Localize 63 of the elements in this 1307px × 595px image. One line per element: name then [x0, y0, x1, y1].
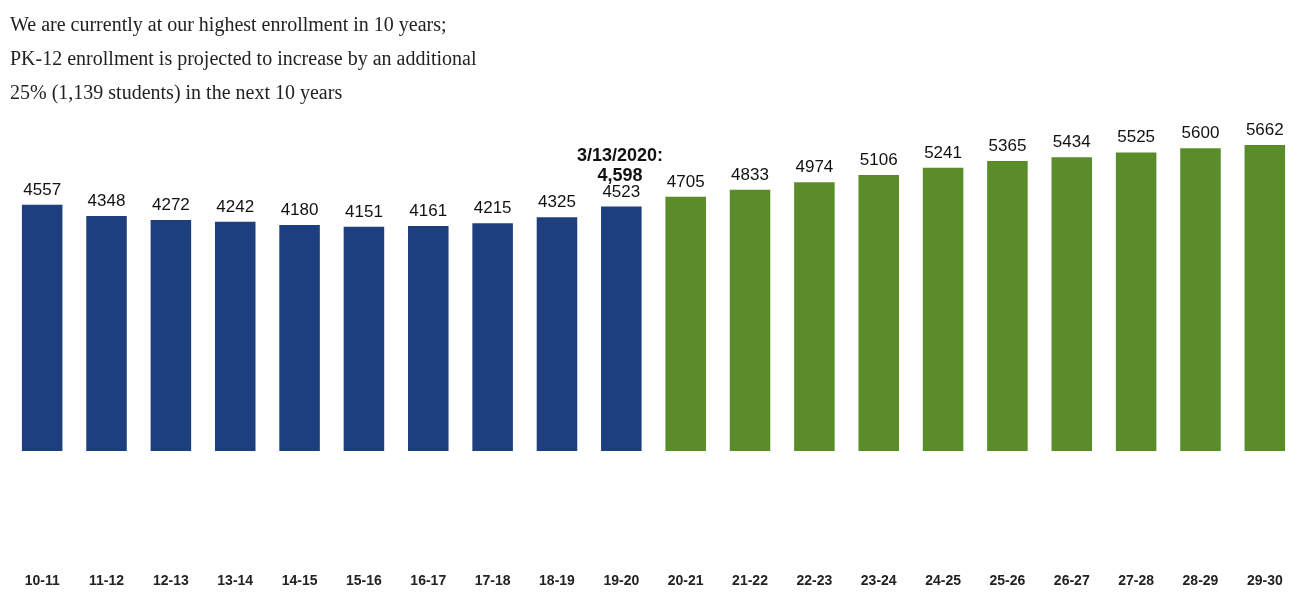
x-tick-label: 21-22 [732, 571, 769, 588]
bar [86, 216, 127, 451]
bar [794, 182, 835, 451]
data-label: 4833 [731, 164, 769, 184]
data-label: 5434 [1052, 132, 1091, 152]
bar [729, 189, 771, 451]
data-label: 5365 [988, 136, 1027, 156]
x-tick-label: 13-14 [217, 571, 254, 588]
data-label: 5600 [1181, 123, 1220, 143]
bar [21, 204, 63, 451]
x-tick-label: 28-29 [1182, 571, 1219, 588]
data-label: 4161 [409, 201, 448, 221]
x-tick-label: 11-12 [89, 571, 125, 588]
bar [1244, 145, 1286, 451]
data-label: 4705 [666, 171, 705, 191]
x-tick-label: 26-27 [1053, 571, 1090, 588]
bar [150, 220, 192, 451]
bar [343, 226, 385, 451]
x-tick-label: 12-13 [152, 571, 189, 588]
data-label: 5662 [1245, 120, 1284, 139]
bar [1115, 152, 1157, 451]
x-tick-label: 15-16 [346, 571, 383, 588]
bar [1180, 148, 1221, 451]
text: PK-12 enrollment is projected to increase by an additional [10, 47, 477, 70]
bar [922, 167, 964, 451]
text: 25% (1,139 students) in the next 10 years [10, 81, 343, 104]
data-label: 4215 [473, 198, 512, 218]
x-tick-label: 20-21 [667, 571, 704, 588]
data-label: 5106 [859, 150, 898, 170]
annotation: 3/13/2020: 4,598 [576, 145, 664, 185]
text: We are currently at our highest enrollment in 10 years; [10, 13, 447, 36]
x-tick-label: 16-17 [410, 571, 447, 588]
data-label: 5241 [924, 142, 962, 162]
bar [536, 217, 578, 451]
data-label: 5525 [1117, 127, 1156, 147]
bar [279, 225, 320, 451]
x-tick-label: 24-25 [925, 571, 962, 588]
x-tick-label: 25-26 [989, 571, 1026, 588]
x-tick-label: 18-19 [539, 571, 576, 588]
x-tick-label: 29-30 [1246, 571, 1283, 588]
data-label: 4180 [280, 200, 319, 220]
x-tick-label: 10-11 [24, 571, 60, 588]
data-label: 4151 [345, 201, 383, 221]
x-tick-label: 17-18 [474, 571, 511, 588]
bar [408, 226, 449, 451]
bar [858, 175, 899, 451]
data-label: 4242 [216, 196, 255, 216]
data-label: 4557 [23, 179, 62, 199]
bar [1051, 157, 1093, 451]
data-label: 4325 [538, 192, 576, 212]
data-label: 4974 [795, 157, 834, 177]
x-tick-label: 14-15 [281, 571, 318, 588]
bar [665, 196, 706, 451]
bar [987, 161, 1028, 451]
x-tick-label: 27-28 [1118, 571, 1155, 588]
x-tick-label: 23-24 [860, 571, 897, 588]
bar [601, 206, 642, 451]
data-label: 4272 [151, 195, 190, 215]
x-tick-label: 22-23 [796, 571, 833, 588]
x-tick-label: 19-20 [603, 571, 640, 588]
bar [472, 223, 513, 451]
bar [214, 221, 256, 451]
data-label: 4348 [87, 191, 126, 211]
